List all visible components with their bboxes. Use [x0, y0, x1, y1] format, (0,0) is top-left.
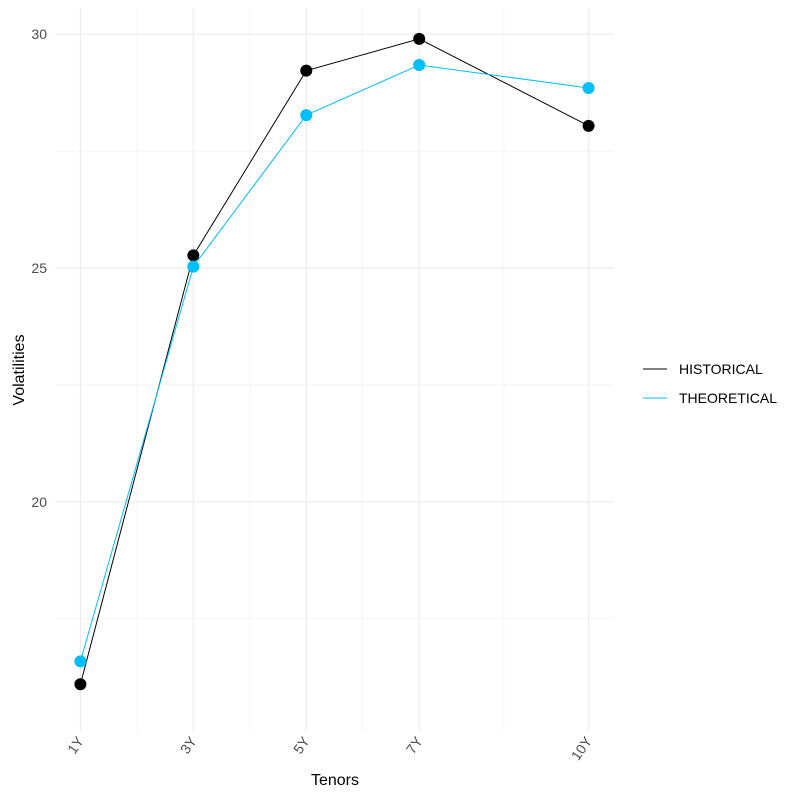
x-axis-title: Tenors	[311, 772, 359, 789]
x-tick-label: 10Y	[568, 733, 596, 763]
data-point	[413, 59, 426, 72]
y-axis-ticks: 20 25 30	[31, 26, 47, 510]
legend-label: THEORETICAL	[679, 390, 777, 406]
x-tick-label: 7Y	[403, 733, 426, 757]
y-axis-title: Volatilities	[11, 334, 28, 405]
x-axis-ticks: 1Y 3Y 5Y 7Y 10Y	[64, 733, 595, 763]
data-point	[187, 249, 200, 262]
data-point	[74, 678, 87, 691]
x-tick-label: 3Y	[177, 733, 200, 757]
y-tick-label: 25	[31, 260, 47, 276]
legend: HISTORICAL THEORETICAL	[643, 361, 777, 406]
data-point	[300, 64, 313, 77]
data-point	[300, 109, 313, 122]
series-line	[79, 38, 589, 685]
y-tick-label: 20	[31, 494, 47, 510]
legend-label: HISTORICAL	[679, 361, 763, 377]
data-point	[582, 81, 595, 94]
x-tick-label: 1Y	[64, 733, 87, 757]
data-point	[74, 655, 87, 668]
series-line	[79, 64, 589, 662]
data-point	[413, 32, 426, 45]
series-layer	[74, 32, 595, 691]
y-tick-label: 30	[31, 26, 47, 42]
x-tick-label: 5Y	[290, 733, 313, 757]
data-point	[582, 119, 595, 132]
data-point	[187, 260, 200, 273]
grid	[55, 8, 614, 731]
